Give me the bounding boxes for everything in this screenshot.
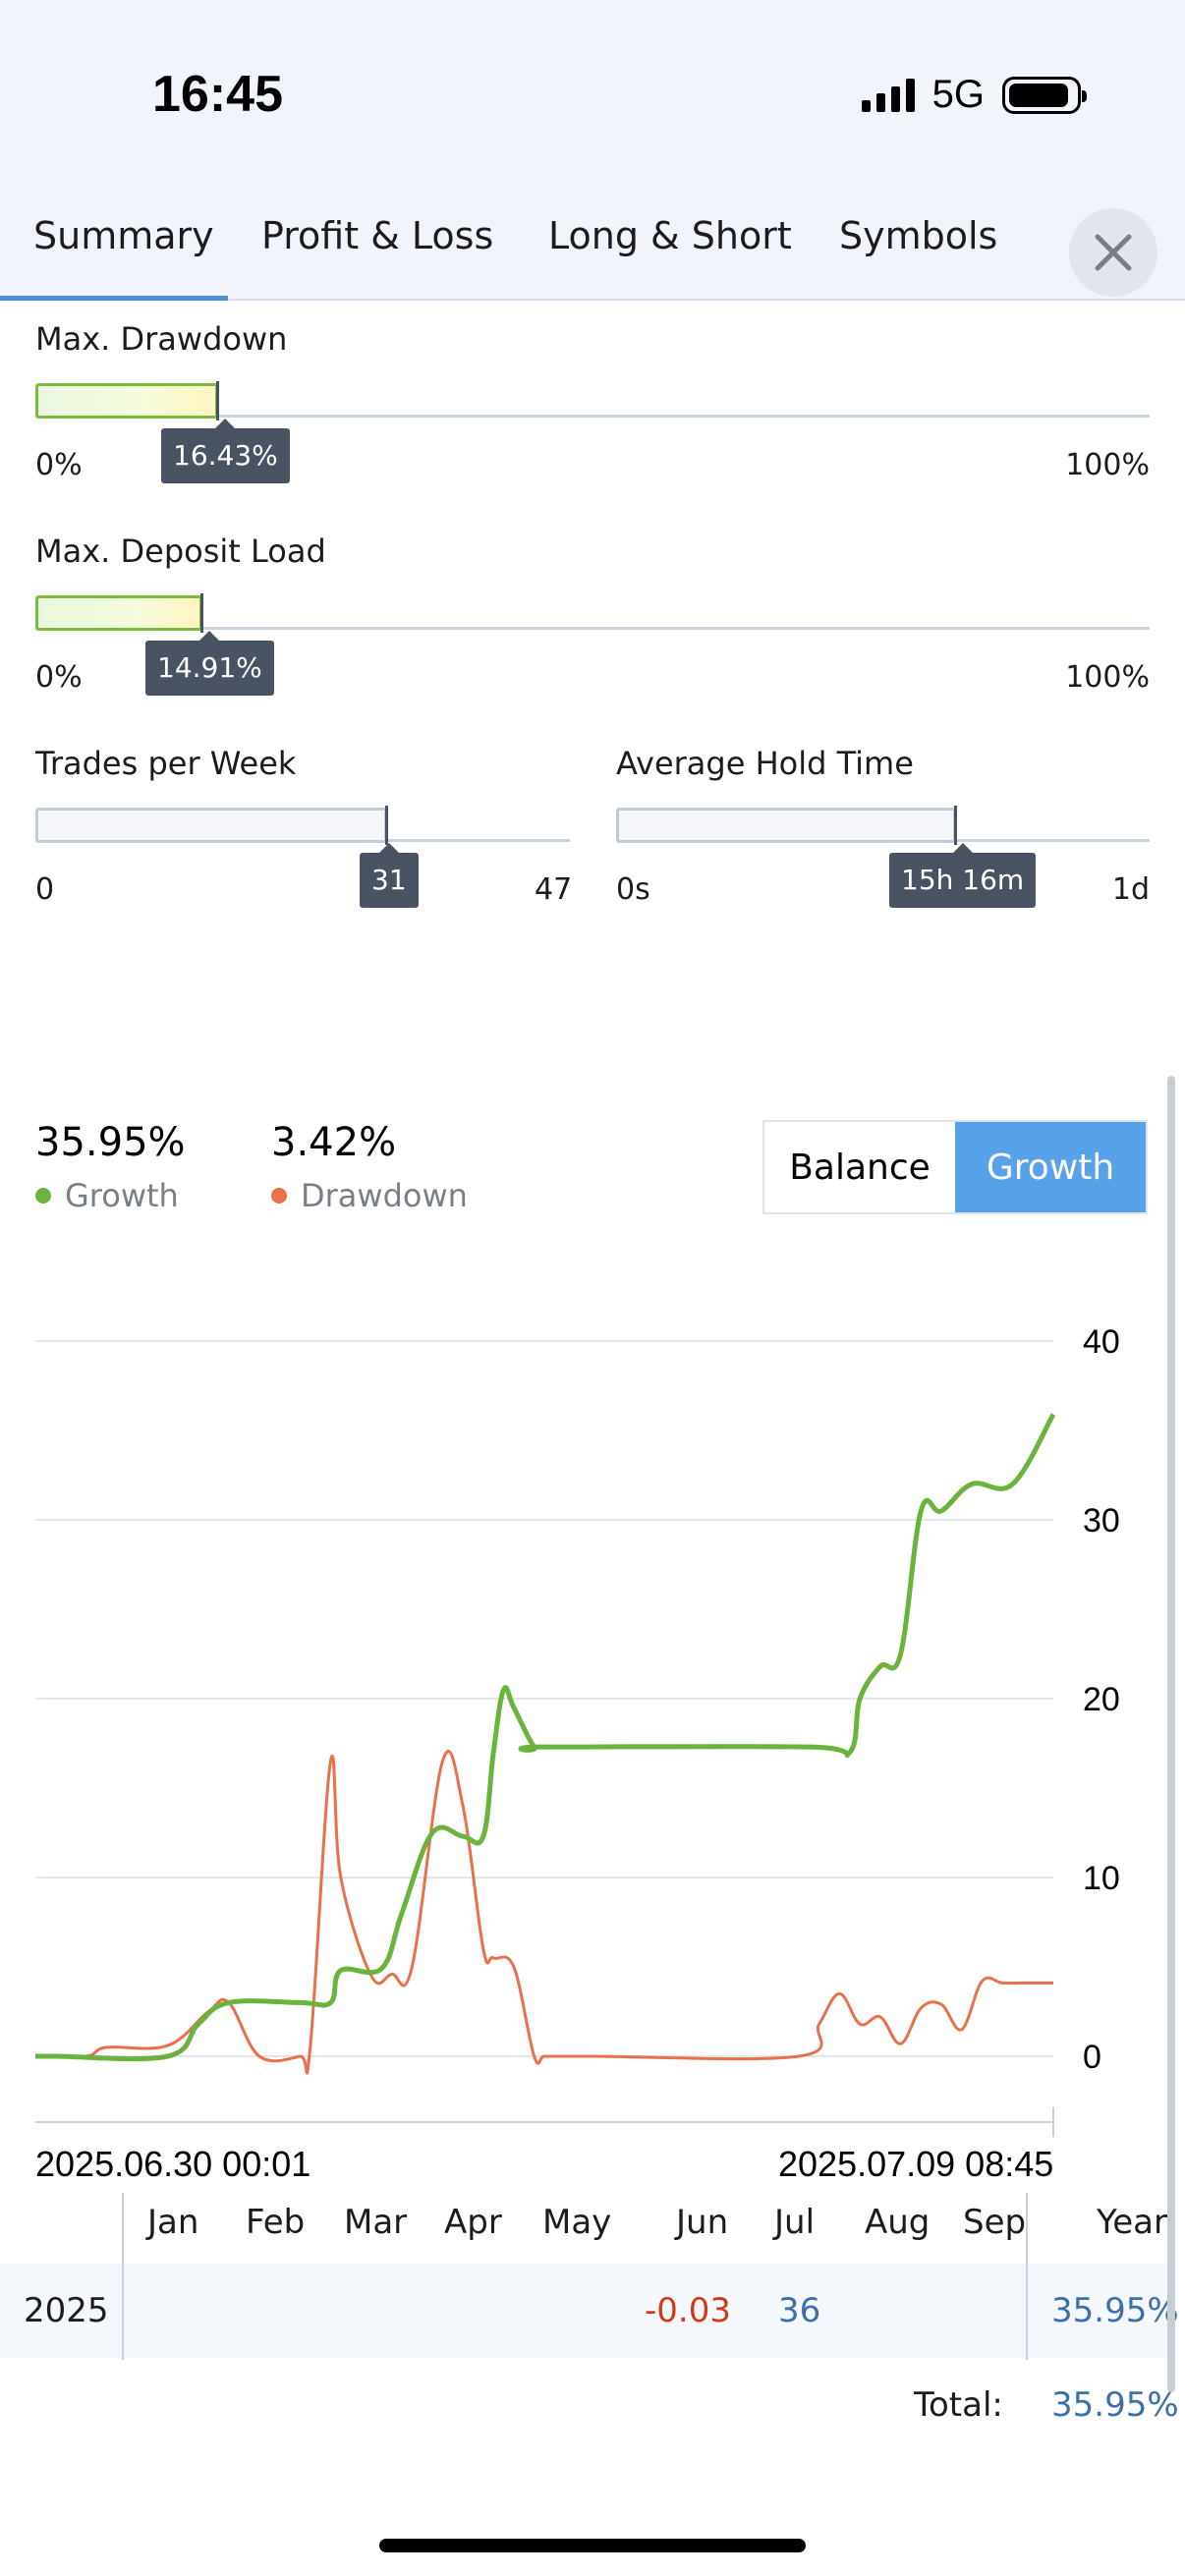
max-deposit-load-min: 0% bbox=[35, 660, 83, 695]
max-drawdown-max: 100% bbox=[1065, 448, 1150, 482]
drawdown-value: 3.42% bbox=[271, 1120, 397, 1165]
drawdown-dot-icon bbox=[271, 1188, 287, 1204]
tab-symbols[interactable]: Symbols bbox=[839, 214, 998, 257]
max-deposit-load-value: 14.91% bbox=[145, 631, 274, 696]
signal-icon bbox=[861, 78, 915, 112]
avg-hold-time-max: 1d bbox=[1111, 872, 1150, 907]
battery-icon bbox=[1002, 76, 1087, 114]
max-drawdown-marker bbox=[216, 381, 219, 420]
chart-mode-toggle: Balance Growth bbox=[762, 1120, 1148, 1214]
month-feb: Feb bbox=[246, 2203, 306, 2242]
avg-hold-time-label: Average Hold Time bbox=[616, 745, 914, 782]
network-label: 5G bbox=[931, 73, 985, 116]
tab-bar: Summary Profit & Loss Long & Short Symbo… bbox=[0, 196, 1185, 301]
y-tick-label: 0 bbox=[1083, 2039, 1101, 2076]
trades-per-week-max: 47 bbox=[535, 872, 573, 907]
y-tick-label: 30 bbox=[1083, 1502, 1120, 1540]
max-deposit-load-max: 100% bbox=[1065, 660, 1150, 695]
chart-end-date: 2025.07.09 08:45 bbox=[778, 2144, 1054, 2184]
drawdown-legend-label: Drawdown bbox=[301, 1177, 468, 1214]
trades-per-week-value: 31 bbox=[360, 843, 419, 908]
y-tick-label: 20 bbox=[1083, 1681, 1120, 1718]
max-drawdown-label: Max. Drawdown bbox=[35, 320, 288, 358]
y-tick-label: 40 bbox=[1083, 1323, 1120, 1361]
tab-summary[interactable]: Summary bbox=[33, 214, 214, 257]
month-aug: Aug bbox=[865, 2203, 931, 2242]
row-jul-value[interactable]: 36 bbox=[778, 2291, 821, 2330]
close-icon bbox=[1095, 234, 1132, 271]
row-divider-left bbox=[122, 2264, 124, 2358]
drawdown-series-line bbox=[34, 1750, 1053, 2075]
year-header: Year bbox=[1097, 2203, 1167, 2242]
month-may: May bbox=[542, 2203, 612, 2242]
row-year: 2025 bbox=[24, 2291, 109, 2330]
top-area bbox=[0, 0, 1185, 301]
month-apr: Apr bbox=[444, 2203, 502, 2242]
status-icons: 5G bbox=[861, 73, 1087, 117]
growth-legend: Growth bbox=[35, 1177, 179, 1214]
chart-start-date: 2025.06.30 00:01 bbox=[35, 2144, 311, 2184]
scrollbar[interactable] bbox=[1167, 1076, 1175, 2392]
tab-long-short[interactable]: Long & Short bbox=[548, 214, 792, 257]
trades-per-week-min: 0 bbox=[35, 872, 55, 907]
max-drawdown-value: 16.43% bbox=[161, 419, 290, 483]
month-jun: Jun bbox=[676, 2203, 729, 2242]
growth-value: 35.95% bbox=[35, 1120, 186, 1165]
row-divider-right bbox=[1026, 2264, 1028, 2358]
table-row bbox=[0, 2264, 1171, 2358]
month-mar: Mar bbox=[344, 2203, 408, 2242]
total-value: 35.95% bbox=[1051, 2385, 1179, 2425]
trades-per-week-label: Trades per Week bbox=[35, 745, 297, 782]
home-indicator[interactable] bbox=[379, 2539, 806, 2552]
growth-legend-label: Growth bbox=[65, 1177, 179, 1214]
month-jan: Jan bbox=[147, 2203, 199, 2242]
month-jul: Jul bbox=[774, 2203, 816, 2242]
status-time: 16:45 bbox=[152, 66, 283, 123]
trades-per-week-marker bbox=[385, 806, 388, 845]
total-label: Total: bbox=[914, 2385, 1003, 2425]
max-drawdown-fill bbox=[35, 383, 218, 419]
y-tick-label: 10 bbox=[1083, 1860, 1120, 1897]
growth-dot-icon bbox=[35, 1188, 51, 1204]
avg-hold-time-fill bbox=[616, 808, 956, 843]
growth-chart: 40 30 20 10 0 bbox=[34, 1323, 1120, 2137]
active-tab-indicator bbox=[0, 296, 228, 301]
max-deposit-load-track bbox=[35, 627, 1150, 630]
trades-per-week-fill bbox=[35, 808, 387, 843]
growth-series-line bbox=[35, 1413, 1056, 2062]
growth-toggle-button[interactable]: Growth bbox=[955, 1122, 1146, 1212]
avg-hold-time-marker bbox=[954, 806, 957, 845]
max-drawdown-track bbox=[35, 415, 1150, 418]
balance-toggle-button[interactable]: Balance bbox=[764, 1122, 955, 1212]
row-year-total: 35.95% bbox=[1051, 2291, 1179, 2330]
avg-hold-time-min: 0s bbox=[616, 872, 650, 907]
max-deposit-load-marker bbox=[200, 593, 203, 633]
drawdown-legend: Drawdown bbox=[271, 1177, 468, 1214]
month-sep: Sep bbox=[963, 2203, 1027, 2242]
max-deposit-load-fill bbox=[35, 595, 202, 631]
avg-hold-time-value: 15h 16m bbox=[889, 843, 1037, 908]
max-deposit-load-label: Max. Deposit Load bbox=[35, 532, 326, 570]
close-button[interactable] bbox=[1069, 208, 1157, 297]
tab-profit-loss[interactable]: Profit & Loss bbox=[261, 214, 494, 257]
max-drawdown-min: 0% bbox=[35, 448, 83, 482]
row-jun-value[interactable]: -0.03 bbox=[645, 2291, 731, 2330]
